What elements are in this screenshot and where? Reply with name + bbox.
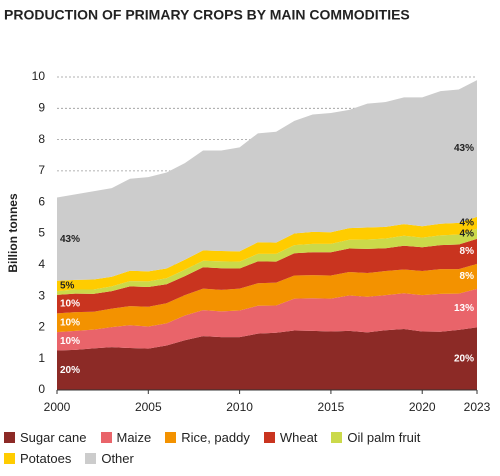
legend-label: Other [101, 451, 134, 466]
x-tick-label: 2023 [464, 400, 491, 414]
legend-swatch [4, 453, 15, 464]
share-label: 10% [60, 299, 80, 310]
share-label: 10% [60, 336, 80, 347]
legend-swatch [85, 453, 97, 464]
share-label: 4% [460, 217, 475, 228]
legend-item: Wheat [263, 430, 318, 445]
x-tick-label: 2005 [135, 400, 162, 414]
x-tick-label: 2000 [44, 400, 71, 414]
y-tick-label: 5 [38, 226, 45, 240]
share-label: 43% [60, 234, 80, 245]
legend-item: Potatoes [4, 451, 71, 466]
y-tick-label: 10 [32, 69, 46, 83]
area [57, 263, 477, 333]
y-tick-label: 4 [38, 257, 45, 271]
y-axis-label: Billion tonnes [6, 193, 20, 273]
area [57, 288, 477, 351]
area [57, 216, 477, 292]
legend-label: Oil palm fruit [347, 430, 421, 445]
legend-item: Rice, paddy [165, 430, 250, 445]
y-tick-label: 1 [38, 351, 45, 365]
legend-swatch [165, 432, 177, 443]
legend-item: Sugar cane [4, 430, 87, 445]
legend-swatch [100, 432, 112, 443]
share-label: 10% [60, 317, 80, 328]
area [57, 238, 477, 314]
share-label: 8% [460, 271, 475, 282]
x-tick-label: 2015 [318, 400, 345, 414]
legend-label: Rice, paddy [181, 430, 250, 445]
area [57, 327, 477, 390]
chart: PRODUCTION OF PRIMARY CROPS BY MAIN COMM… [4, 7, 491, 414]
legend-label: Maize [116, 430, 152, 445]
y-tick-label: 6 [38, 194, 45, 208]
share-label: 13% [454, 303, 474, 314]
y-tick-label: 3 [38, 288, 45, 302]
share-label: 20% [60, 365, 80, 376]
x-tick-label: 2020 [409, 400, 436, 414]
area [57, 228, 477, 295]
y-tick-label: 0 [38, 382, 45, 396]
y-tick-label: 8 [38, 132, 45, 146]
legend-swatch [4, 432, 15, 443]
legend-swatch [263, 432, 275, 443]
chart-title: PRODUCTION OF PRIMARY CROPS BY MAIN COMM… [4, 7, 410, 23]
y-tick-label: 2 [38, 320, 45, 334]
legend-item: Oil palm fruit [331, 430, 420, 445]
share-label: 43% [454, 143, 474, 154]
legend-swatch [331, 432, 343, 443]
share-label: 8% [460, 246, 475, 257]
legend-item: Maize [100, 430, 152, 445]
share-label: 20% [454, 353, 474, 364]
legend-label: Wheat [279, 430, 318, 445]
legend: Sugar cane Maize Rice, paddy Wheat Oil palm … [4, 430, 494, 466]
share-label: 4% [460, 228, 475, 239]
legend-item: Other [85, 451, 134, 466]
area [57, 80, 477, 281]
y-tick-label: 9 [38, 100, 45, 114]
legend-label: Potatoes [20, 451, 72, 466]
x-tick-label: 2010 [226, 400, 253, 414]
share-label: 5% [60, 281, 75, 292]
y-tick-label: 7 [38, 163, 45, 177]
legend-label: Sugar cane [20, 430, 87, 445]
